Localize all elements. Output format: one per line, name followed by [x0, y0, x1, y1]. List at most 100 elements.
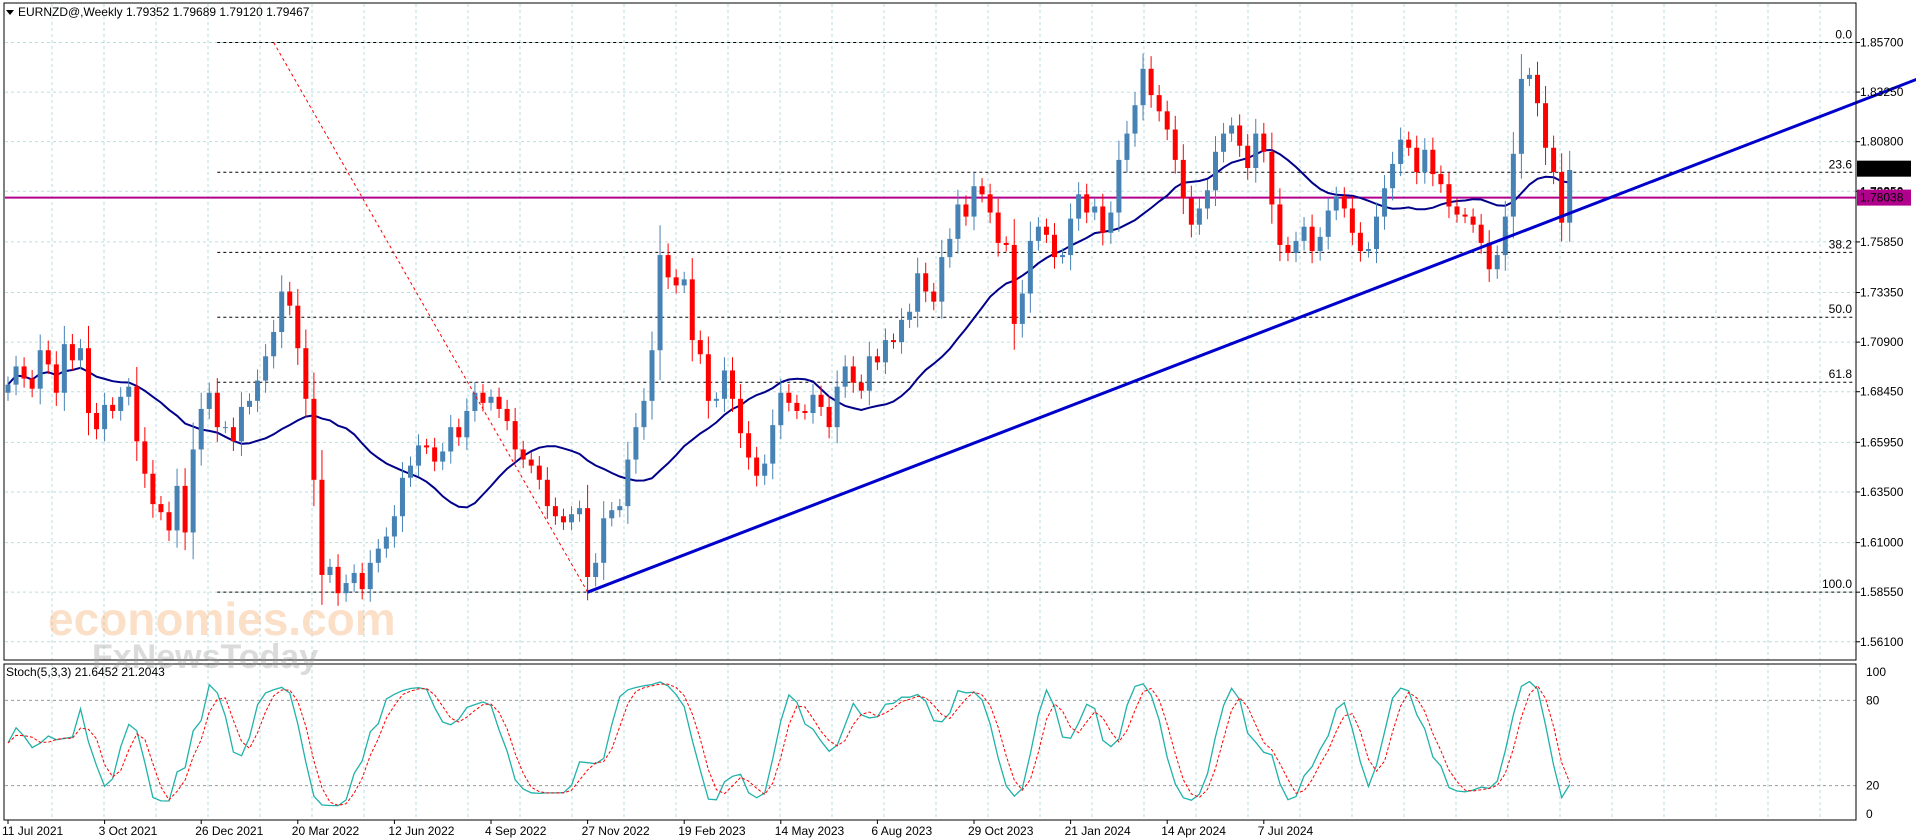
candle-body	[874, 356, 880, 363]
fib-level-label: 38.2	[1829, 237, 1853, 251]
trendline	[587, 77, 1916, 594]
candle-body	[657, 255, 663, 351]
candle-body	[1398, 139, 1404, 164]
candle-body	[1543, 103, 1549, 148]
candle-body	[1245, 145, 1251, 168]
y-tick-label: 1.58550	[1860, 585, 1904, 599]
candle-body	[705, 354, 711, 401]
candle-body	[1414, 147, 1420, 173]
candle-body	[1148, 68, 1154, 96]
candle-body	[295, 305, 301, 349]
triangle-down-icon[interactable]	[6, 10, 14, 15]
candle-body	[1317, 236, 1323, 252]
x-tick-label: 7 Jul 2024	[1258, 824, 1314, 838]
candle-body	[947, 238, 953, 258]
candle-body	[271, 332, 277, 357]
candle-body	[416, 445, 422, 466]
stoch-y-tick-label: 100	[1866, 665, 1886, 679]
candle-body	[609, 510, 615, 519]
candle-body	[1551, 147, 1557, 173]
candle-body	[110, 404, 116, 411]
candle-body	[681, 279, 687, 286]
candle-body	[102, 404, 108, 430]
candle-body	[1011, 244, 1017, 324]
horizontal-level-box	[1857, 189, 1911, 206]
candle-body	[649, 350, 655, 401]
candle-body	[21, 366, 27, 379]
candle-body	[45, 350, 51, 365]
fib-level-label: 100.0	[1822, 577, 1852, 591]
candle-body	[408, 465, 413, 478]
y-tick-label: 1.73350	[1860, 286, 1904, 300]
candle-body	[1261, 133, 1267, 152]
candle-body	[633, 427, 639, 460]
candle-body	[29, 378, 35, 389]
candle-body	[585, 508, 591, 577]
candle-body	[303, 348, 309, 399]
candle-body	[1478, 224, 1484, 243]
candle-body	[907, 311, 913, 320]
candle-body	[1043, 226, 1049, 235]
candle-body	[222, 427, 228, 429]
candle-body	[1140, 68, 1146, 106]
candle-body	[166, 512, 172, 531]
candle-body	[61, 344, 67, 393]
y-tick-label: 1.65950	[1860, 435, 1904, 449]
candle-body	[118, 396, 124, 411]
candle-body	[721, 370, 727, 399]
candle-body	[617, 506, 623, 511]
candle-body	[762, 463, 768, 476]
candle-body	[1486, 242, 1492, 270]
candle-body	[1406, 139, 1412, 148]
stoch-y-tick-label: 20	[1866, 779, 1880, 793]
candle-body	[150, 473, 156, 505]
candle-body	[858, 382, 864, 391]
candle-body	[472, 392, 478, 411]
candle-body	[1285, 244, 1291, 254]
candle-body	[190, 449, 196, 533]
candle-body	[480, 392, 486, 403]
x-tick-label: 26 Dec 2021	[195, 824, 263, 838]
candle-body	[560, 516, 566, 523]
fib-level-label: 23.6	[1829, 157, 1853, 171]
candle-body	[263, 356, 269, 381]
candle-body	[786, 392, 792, 403]
candle-body	[1068, 218, 1074, 256]
candle-body	[1213, 151, 1218, 191]
candle-body	[1277, 204, 1283, 245]
candle-body	[1309, 226, 1315, 252]
candle-body	[1365, 248, 1371, 252]
y-tick-label: 1.70900	[1860, 335, 1904, 349]
candle-body	[1454, 206, 1460, 215]
trend-lines	[273, 42, 1916, 594]
candle-body	[5, 384, 11, 393]
candle-body	[1027, 240, 1033, 294]
candle-body	[1341, 196, 1347, 209]
candle-body	[899, 319, 905, 343]
candle-body	[1357, 232, 1363, 252]
stoch-main-line	[7, 680, 1571, 807]
candle-body	[995, 212, 1001, 243]
candle-body	[391, 516, 397, 537]
candle-body	[238, 406, 244, 442]
x-tick-label: 29 Oct 2023	[968, 824, 1034, 838]
current-price-label: 1.79467	[1860, 162, 1904, 176]
candle-body	[1100, 206, 1106, 233]
symbol-line: EURNZD@,Weekly 1.79352 1.79689 1.79120 1…	[18, 5, 310, 19]
moving-average	[7, 148, 1570, 509]
candle-body	[778, 392, 784, 426]
candle-body	[126, 386, 132, 397]
candle-body	[359, 572, 365, 590]
fib-level-label: 0.0	[1835, 27, 1852, 41]
candle-body	[1567, 170, 1573, 223]
candle-body	[1084, 194, 1090, 213]
candle-body	[142, 441, 148, 474]
candle-body	[424, 445, 430, 448]
candle-body	[730, 370, 735, 399]
moving-average-line	[7, 148, 1570, 509]
candle-body	[504, 408, 510, 422]
candle-body	[335, 566, 341, 594]
candle-body	[1092, 206, 1098, 213]
y-tick-label: 1.63500	[1860, 485, 1904, 499]
